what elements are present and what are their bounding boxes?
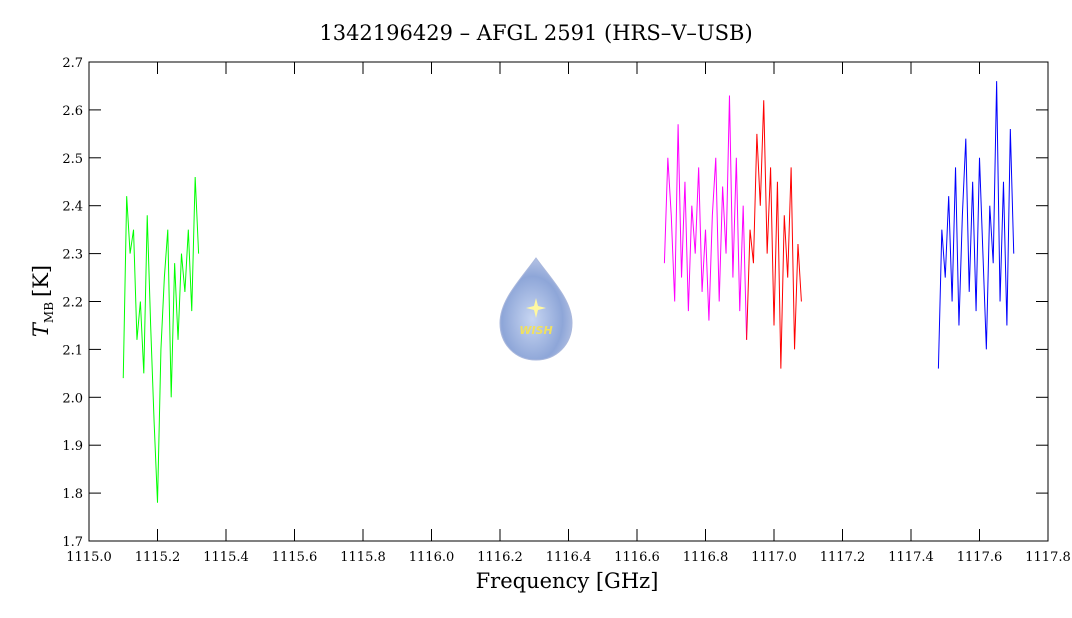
x-tick-label: 1116.2 (477, 550, 523, 565)
x-tick-label: 1117.6 (957, 550, 1003, 565)
x-tick-label: 1116.6 (614, 550, 660, 565)
y-tick-label: 2.2 (62, 296, 83, 311)
x-tick-label: 1117.2 (820, 550, 866, 565)
spectrum-line (937, 81, 1015, 369)
logo-star (526, 298, 546, 318)
x-tick-label: 1117.4 (888, 550, 934, 565)
x-tick-label: 1117.0 (751, 550, 797, 565)
y-label-symbol: T (29, 321, 53, 337)
y-tick-label: 1.7 (62, 535, 83, 550)
chart-title: 1342196429 – AFGL 2591 (HRS–V–USB) (319, 21, 752, 45)
spectrum-line (122, 176, 200, 503)
x-tick-label: 1115.4 (203, 550, 249, 565)
x-tick-label: 1115.8 (340, 550, 386, 565)
spectrum-line (746, 100, 802, 369)
logo-text: WISH (519, 324, 552, 337)
x-tick-label: 1115.2 (135, 550, 181, 565)
x-tick-label: 1117.8 (1025, 550, 1071, 565)
y-tick-label: 2.7 (62, 56, 83, 71)
y-tick-label: 1.8 (62, 487, 83, 502)
x-tick-label: 1115.0 (66, 550, 112, 565)
y-label-unit: [K] (29, 265, 53, 297)
y-tick-label: 2.6 (62, 104, 83, 119)
y-axis-label: TMB [K] (29, 265, 56, 337)
y-tick-label: 2.4 (62, 200, 83, 215)
y-label-subscript: MB (42, 302, 56, 323)
x-tick-label: 1116.4 (546, 550, 592, 565)
y-tick-label: 2.0 (62, 391, 83, 406)
y-tick-label: 1.9 (62, 439, 83, 454)
y-tick-label: 2.1 (62, 343, 83, 358)
spectrum-line (663, 95, 748, 340)
x-axis-label: Frequency [GHz] (476, 569, 659, 593)
y-tick-label: 2.3 (62, 248, 83, 263)
logo: WISH (499, 257, 573, 361)
x-tick-label: 1116.8 (683, 550, 729, 565)
plot-frame (88, 61, 1049, 542)
y-tick-label: 2.5 (62, 152, 83, 167)
x-tick-label: 1115.6 (272, 550, 318, 565)
x-tick-label: 1116.0 (409, 550, 455, 565)
